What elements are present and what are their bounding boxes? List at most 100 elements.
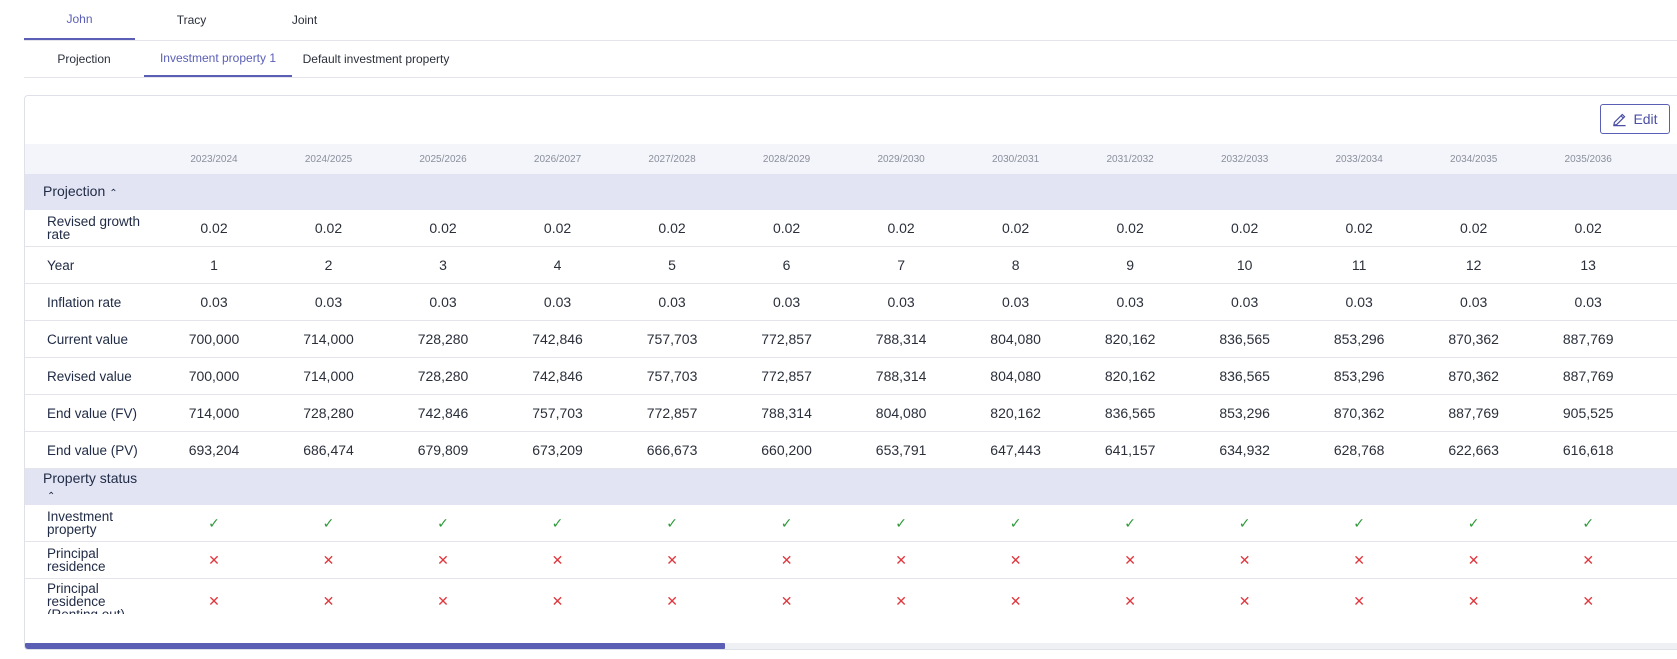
section-header-projection[interactable]: Projection ⌃ [25, 174, 1677, 210]
chevron-up-icon[interactable]: ⌃ [47, 490, 56, 502]
cell-value: 0.03 [1231, 294, 1259, 310]
scrollbar-thumb[interactable] [25, 643, 725, 649]
cell-value: 714,000 [303, 331, 354, 347]
table-cell: ✓ [958, 505, 1073, 542]
table-cell: ✕ [843, 541, 959, 579]
cell-value: 673,209 [532, 442, 583, 458]
table-cell: 622,663 [1416, 431, 1531, 469]
cell-value: 0.02 [1231, 220, 1259, 236]
edit-button[interactable]: Edit [1600, 104, 1670, 134]
cell-value: 853,296 [1333, 331, 1385, 347]
table-cell [1645, 246, 1677, 284]
cell-value: 0.03 [314, 294, 343, 310]
cell-value: 836,565 [1219, 368, 1270, 384]
projection-table: 2023/2024 2024/2025 2025/2026 2026/2027 2027… [25, 144, 1677, 614]
cell-value: 728,280 [303, 405, 354, 421]
check-icon: ✓ [437, 514, 449, 531]
tab-default-investment-property[interactable]: Default investment property [302, 52, 450, 66]
cell-value: 742,846 [532, 331, 583, 347]
cell-value: 11 [1351, 257, 1367, 273]
cross-icon: ✕ [1582, 592, 1595, 609]
horizontal-scrollbar[interactable] [25, 643, 1677, 649]
table-cell: ✓ [729, 505, 844, 542]
cell-value: 622,663 [1448, 442, 1499, 458]
table-cell: 820,162 [958, 394, 1073, 432]
table-cell: ✓ [500, 505, 615, 542]
table-cell: 804,080 [958, 320, 1073, 358]
cell-value: 820,162 [990, 405, 1041, 421]
cell-value: 870,362 [1448, 331, 1499, 347]
table-cell: 616,618 [1530, 431, 1646, 469]
year-header: 2028/2029 [729, 144, 844, 174]
table-cell: 0.02 [1072, 210, 1188, 247]
section-header-cell: Projection ⌃ [25, 174, 1677, 210]
projection-card: Edit 2023/2024 2024/2025 2025/2026 2026/202… [24, 95, 1677, 650]
cross-icon: ✕ [1467, 551, 1480, 568]
table-cell: 772,857 [614, 394, 730, 432]
table-cell: ✕ [843, 578, 959, 614]
table-cell: 653,791 [843, 431, 959, 469]
cell-value: 772,857 [646, 405, 698, 421]
table-row: Inflation rate 0.03 0.03 0.03 0.03 0.03 0.03 0.… [25, 283, 1677, 321]
year-header: 2036/2037 [1645, 144, 1677, 174]
table-cell: 11 [1301, 246, 1417, 284]
table-cell: 772,857 [729, 357, 844, 395]
cross-icon: ✕ [437, 551, 449, 568]
cell-value: 0.03 [1001, 294, 1030, 310]
table-cell: 679,809 [385, 431, 501, 469]
tab-investment-property-1[interactable]: Investment property 1 [144, 41, 292, 77]
table-cell: 6 [729, 246, 844, 284]
cross-icon: ✕ [780, 551, 793, 568]
table-cell: 870,362 [1301, 394, 1417, 432]
cross-icon: ✕ [1238, 592, 1251, 609]
cross-icon: ✕ [1353, 592, 1366, 609]
cell-value: 0.02 [314, 220, 343, 236]
tab-projection[interactable]: Projection [57, 52, 111, 66]
table-cell: ✕ [1187, 578, 1302, 614]
tab-john[interactable]: John [24, 0, 135, 40]
table-cell: 4 [500, 246, 615, 284]
check-icon: ✓ [322, 514, 335, 531]
table-cell: ✕ [500, 578, 615, 614]
table-cell: ✓ [1301, 505, 1417, 542]
year-header: 2027/2028 [614, 144, 730, 174]
table-cell: 905,525 [1645, 320, 1677, 358]
tab-joint[interactable]: Joint [291, 13, 318, 27]
cross-icon: ✕ [666, 592, 678, 609]
projection-grid[interactable]: 2023/2024 2024/2025 2025/2026 2026/2027 2027… [25, 144, 1677, 614]
cell-value: 905,525 [1562, 405, 1614, 421]
table-cell: 13 [1530, 246, 1646, 284]
row-label: Revised value [25, 357, 157, 395]
check-icon: ✓ [1467, 514, 1480, 531]
cell-value: 647,443 [990, 442, 1041, 458]
table-cell: 788,314 [843, 320, 959, 358]
table-cell: 887,769 [1530, 357, 1646, 395]
table-cell: ✓ [1187, 505, 1302, 542]
table-cell: 714,000 [271, 320, 386, 358]
year-header: 2035/2036 [1530, 144, 1646, 174]
cell-value: 700,000 [188, 368, 240, 384]
table-cell: 757,703 [614, 320, 730, 358]
table-cell: ✕ [385, 578, 501, 614]
chevron-up-icon[interactable]: ⌃ [109, 187, 118, 199]
table-cell: 870,362 [1416, 320, 1531, 358]
property-tabs: Projection Investment property 1 Default… [24, 41, 1677, 78]
cell-value: 757,703 [646, 331, 698, 347]
cross-icon: ✕ [551, 551, 564, 568]
cell-value: 714,000 [303, 368, 354, 384]
table-cell: ✕ [271, 578, 386, 614]
table-cell: 853,296 [1301, 357, 1417, 395]
table-cell: ✕ [729, 578, 844, 614]
cell-value: 9 [1126, 257, 1135, 273]
table-cell: ✕ [1072, 578, 1188, 614]
table-cell: 641,157 [1072, 431, 1188, 469]
section-header-property-status[interactable]: Property status ⌃ [25, 468, 1677, 505]
year-header: 2024/2025 [271, 144, 386, 174]
tab-tracy[interactable]: Tracy [176, 13, 207, 27]
row-label: Principal residence (Renting out) [25, 578, 157, 614]
cell-value: 0.03 [1345, 294, 1373, 310]
table-cell: ✕ [1072, 541, 1188, 579]
cell-value: 0.03 [1574, 294, 1602, 310]
cell-value: 679,809 [417, 442, 469, 458]
table-cell: 0.03 [385, 283, 501, 321]
